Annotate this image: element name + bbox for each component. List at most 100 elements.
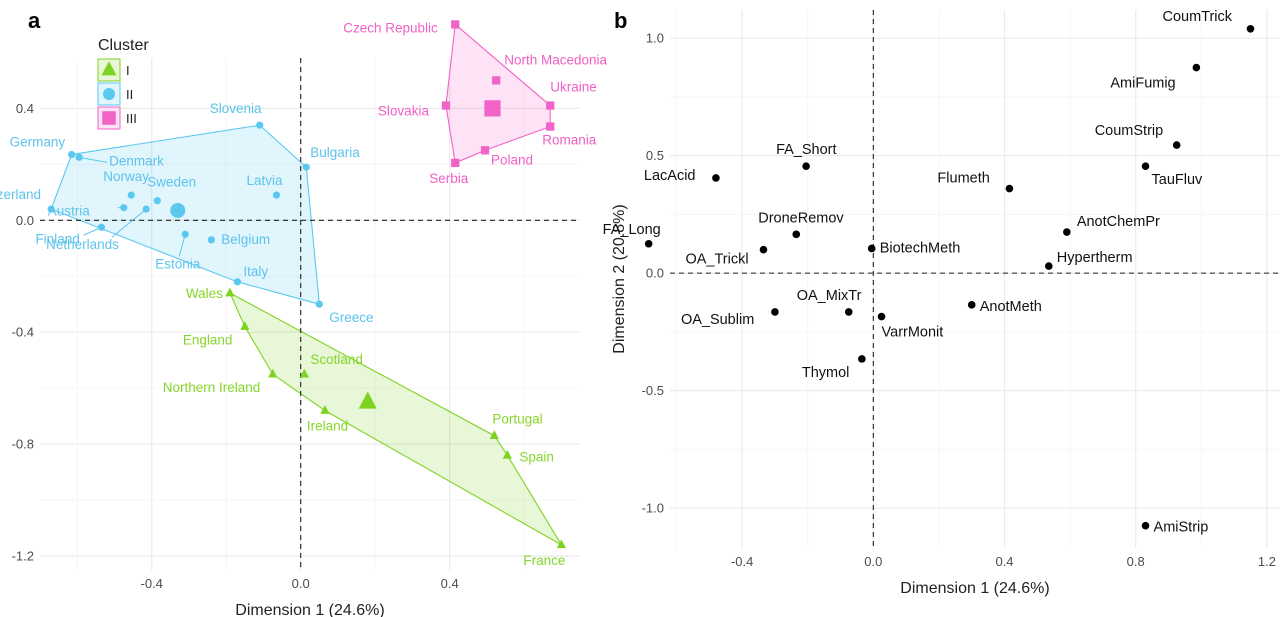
label-france: France — [523, 553, 565, 568]
leader-line-denmark — [79, 156, 108, 163]
point-spain — [502, 449, 512, 459]
label-poland: Poland — [491, 152, 533, 167]
panel-a-y-tick-label: -1.2 — [12, 549, 34, 564]
label-denmark: Denmark — [109, 153, 164, 168]
panel-a-x-tick-label: 0.0 — [292, 576, 310, 591]
point-taufluv — [1141, 162, 1150, 171]
panel-b-x-tick-label: 1.2 — [1258, 554, 1276, 569]
label-northern-ireland: Northern Ireland — [163, 380, 261, 395]
point-anotmeth — [967, 301, 976, 309]
point-droneremov — [792, 230, 801, 239]
panel-b-y-tick-label: -0.5 — [642, 383, 664, 398]
point-greece — [315, 300, 323, 308]
panel-a-y-tick-label: 0.4 — [16, 101, 34, 116]
label-ireland: Ireland — [307, 419, 348, 434]
panel-b-scatter: -0.4 0.0 0.4 0.8 1.2 1.0 0.5 0.0 -0.5 -1.0 Dimensi… — [603, 9, 1280, 597]
label-portugal: Portugal — [492, 412, 542, 427]
label-scotland: Scotland — [310, 352, 363, 367]
legend-marker-I — [101, 61, 117, 76]
label-hypertherm: Hypertherm — [1057, 250, 1133, 266]
point-coumstrip — [1172, 141, 1181, 149]
point-england — [240, 321, 250, 330]
point-romania — [546, 122, 555, 131]
point-amifumig — [1192, 63, 1201, 72]
point-oa-mixtr — [844, 308, 853, 316]
point-bulgaria — [302, 163, 310, 171]
panel-b-x-tick-label: -0.4 — [731, 554, 753, 569]
point-northern-ireland — [268, 368, 278, 378]
cluster-II-hull — [50, 124, 320, 305]
label-north-macedonia: North Macedonia — [504, 52, 607, 67]
label-fa-long: FA_Long — [603, 222, 661, 238]
legend-title: Cluster — [98, 37, 149, 54]
panel-b-label: b — [614, 8, 627, 33]
legend-marker-III — [102, 111, 116, 125]
label-greece: Greece — [329, 310, 373, 325]
label-italy: Italy — [243, 264, 268, 279]
label-ukraine: Ukraine — [550, 80, 597, 95]
point-sweden — [153, 197, 161, 205]
label-anotmeth: AnotMeth — [980, 299, 1042, 315]
label-oa-mixtr: OA_MixTr — [797, 288, 862, 304]
point-denmark — [75, 153, 83, 161]
centroid-cluster-II — [170, 202, 186, 218]
point-germany — [68, 150, 76, 159]
point-fa-long — [644, 239, 653, 248]
panel-b-y-tick-label: 1.0 — [646, 31, 664, 46]
label-oa-trickl: OA_Trickl — [685, 252, 748, 268]
point-austria — [120, 204, 128, 212]
label-switzerland: Switzerland — [0, 187, 41, 202]
legend-label-II: II — [126, 87, 133, 102]
point-north-macedonia — [492, 76, 501, 85]
point-norway — [127, 191, 135, 199]
point-varrmonit — [877, 312, 886, 321]
point-belgium — [207, 236, 215, 244]
point-oa-sublim — [771, 308, 779, 316]
label-slovenia: Slovenia — [210, 101, 262, 116]
point-ireland — [320, 405, 330, 414]
panel-b-y-tick-label: 0.0 — [646, 266, 664, 281]
point-ukraine — [546, 101, 555, 110]
legend-label-I: I — [126, 63, 130, 78]
label-slovakia: Slovakia — [378, 104, 430, 119]
label-germany: Germany — [10, 135, 66, 150]
label-taufluv: TauFluv — [1152, 172, 1204, 188]
panel-b-y-axis-title: Dimension 2 (20.8%) — [611, 204, 628, 353]
label-serbia: Serbia — [429, 171, 469, 186]
panel-a-x-tick-label: -0.4 — [141, 576, 163, 591]
label-sweden: Sweden — [147, 175, 196, 190]
point-flumeth — [1005, 184, 1014, 193]
point-czech-republic — [451, 20, 460, 29]
point-portugal — [489, 430, 499, 440]
panel-b-x-tick-label: 0.0 — [864, 554, 882, 569]
point-fa-short — [802, 162, 810, 171]
label-netherlands: Netherlands — [46, 237, 119, 252]
panel-a-x-axis-title: Dimension 1 (24.6%) — [235, 602, 384, 617]
point-hypertherm — [1044, 262, 1053, 270]
point-estonia — [181, 230, 189, 238]
panel-a-x-tick-label: 0.4 — [441, 576, 459, 591]
point-poland — [480, 146, 490, 155]
panel-a-y-tick-label: -0.4 — [12, 325, 34, 340]
point-latvia — [272, 191, 281, 199]
label-anotchempr: AnotChemPr — [1077, 214, 1160, 230]
panel-a-y-tick-label: 0.0 — [16, 213, 34, 228]
label-norway: Norway — [103, 169, 149, 184]
label-coumtrick: CoumTrick — [1162, 9, 1232, 25]
centroid-cluster-I — [358, 391, 377, 409]
centroid-cluster-III — [484, 100, 501, 117]
label-czech-republic: Czech Republic — [343, 20, 438, 35]
point-switzerland — [47, 205, 55, 213]
panel-b-x-axis-title: Dimension 1 (24.6%) — [900, 580, 1049, 597]
label-flumeth: Flumeth — [937, 171, 989, 187]
label-spain: Spain — [519, 449, 554, 464]
point-anotchempr — [1063, 228, 1071, 236]
point-wales — [225, 287, 235, 297]
label-belgium: Belgium — [221, 232, 270, 247]
label-finland: Finland — [35, 231, 79, 246]
point-coumtrick — [1246, 24, 1255, 33]
panel-a-label: a — [28, 8, 41, 33]
label-biotechmeth: BiotechMeth — [880, 240, 961, 256]
panel-b-x-tick-label: 0.4 — [995, 554, 1013, 569]
